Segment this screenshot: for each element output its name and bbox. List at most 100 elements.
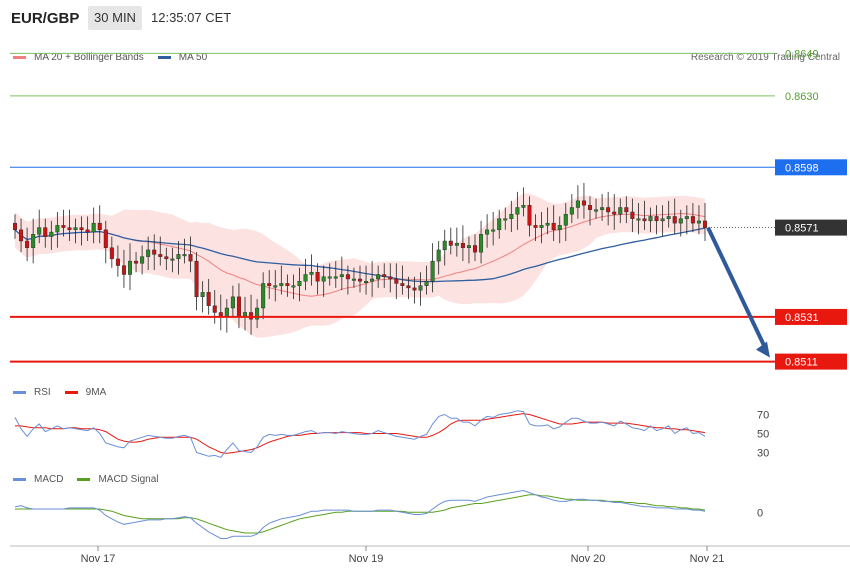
candle [442,229,447,266]
candle-body [188,254,193,262]
candle-body [164,256,169,260]
candle [79,216,84,246]
candle [678,209,683,237]
candle-body [43,227,48,237]
candle-body [448,240,453,246]
candle-body [333,276,338,279]
candle [503,207,508,230]
candle [273,270,278,302]
candle [654,205,659,235]
rsi-legend: RSI 9MA [13,387,120,398]
candle-body [134,260,139,264]
candle-body [485,229,490,235]
candle-body [297,281,302,286]
candle-body [442,240,447,251]
candle-body [412,287,417,291]
candle-body [121,265,126,275]
candle-body [594,209,599,212]
candle-body [618,207,623,215]
candle-body [103,229,108,248]
candle [152,234,157,271]
candle-body [400,283,405,286]
candle-body [388,276,393,280]
candle [61,209,66,237]
candle-body [551,222,556,231]
interval-selector[interactable]: 30 MIN [88,6,142,30]
candle [515,191,520,230]
candle-body [327,276,332,279]
candle [303,258,308,291]
candle-body [200,292,205,298]
legend-label-ma20: MA 20 + Bollinger Bands [34,52,144,63]
candle [164,247,169,271]
candle [690,203,695,233]
candle-body [127,260,132,275]
legend-item-ma20: MA 20 + Bollinger Bands [13,52,144,63]
macd-signal-line [15,494,706,534]
candle [291,274,296,300]
candle-body [382,274,387,277]
candle-body [545,222,550,226]
candle-body [85,229,90,233]
candle [430,243,435,293]
candle-body [31,234,36,248]
x-tick-label: Nov 20 [571,553,606,565]
candle [509,200,514,233]
legend-swatch-9ma [64,391,78,394]
candle [230,285,235,317]
candle-body [497,218,502,231]
clock-label: 12:35:07 CET [151,10,232,25]
candle [594,198,599,219]
candle [454,227,459,257]
candle [345,265,350,295]
level-label: 0.8598 [785,162,819,174]
candle-body [527,205,532,226]
candle [436,241,441,275]
candle-body [654,216,659,222]
main-legend: MA 20 + Bollinger Bands MA 50 [13,52,221,63]
symbol-label: EUR/GBP [11,10,80,27]
candle [696,205,701,235]
candle [497,209,502,239]
candle-body [309,272,314,275]
candle [67,209,72,241]
candle-body [115,258,120,266]
candle-body [370,278,375,282]
macd-line [14,489,706,539]
candle-body [152,249,157,255]
x-tick-label: Nov 19 [349,553,384,565]
candle-body [491,229,496,232]
candle-body [666,216,671,219]
candle [370,261,375,297]
candle-body [49,231,54,237]
level-label: 0.8571 [785,223,819,235]
candle [460,225,465,262]
candle [660,205,665,237]
candle-body [509,213,514,219]
candle-body [261,283,266,309]
candle [85,216,90,241]
level-tag [775,159,847,176]
candle [121,249,126,288]
candle [630,198,635,233]
candle-body [364,281,369,283]
candle-body [588,205,593,210]
candle-body [473,245,478,253]
candle-body [563,213,568,226]
legend-label-macd-signal: MACD Signal [98,474,159,485]
legend-label-9ma: 9MA [85,387,107,398]
candle [648,207,653,233]
candle [55,211,60,248]
candle-body [430,260,435,282]
candle [600,194,605,221]
candle [618,198,623,224]
legend-label-macd: MACD [34,474,64,485]
candle [146,236,151,271]
candle [321,265,326,297]
candle-body [273,285,278,288]
level-label: 0.8649 [785,48,819,60]
candle-body [521,205,526,208]
level-tag [775,308,847,325]
candle-body [91,222,96,233]
